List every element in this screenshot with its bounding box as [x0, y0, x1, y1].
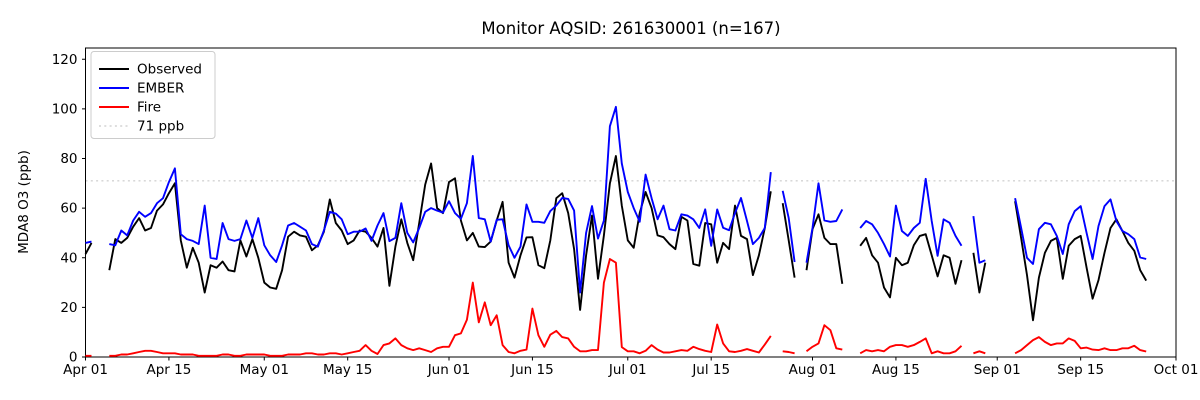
- x-axis-tick-label: Apr 15: [147, 362, 192, 378]
- y-axis-label: MDA8 O3 (ppb): [16, 150, 32, 254]
- y-axis-tick-label: 120: [52, 52, 78, 68]
- chart-title: Monitor AQSID: 261630001 (n=167): [481, 19, 781, 38]
- legend-item-label: 71 ppb: [137, 119, 184, 135]
- y-axis-tick-label: 100: [52, 101, 78, 117]
- x-axis-tick-label: Apr 01: [63, 362, 108, 378]
- x-axis-tick-label: Jun 01: [427, 362, 471, 378]
- y-axis-tick-label: 40: [60, 250, 77, 266]
- fire-line: [85, 258, 1147, 357]
- x-axis-tick-label: Sep 01: [974, 362, 1021, 378]
- y-axis-tick-label: 20: [60, 300, 77, 316]
- y-axis-tick-label: 0: [69, 350, 78, 366]
- x-axis-tick-label: Sep 15: [1057, 362, 1104, 378]
- legend-item-label: Fire: [137, 100, 161, 116]
- x-axis-tick-label: Oct 01: [1154, 362, 1199, 378]
- x-axis-tick-label: Aug 15: [872, 362, 920, 378]
- y-axis-tick-label: 60: [60, 201, 77, 217]
- x-axis-tick-label: Jun 15: [510, 362, 554, 378]
- legend-item-label: EMBER: [137, 81, 184, 97]
- x-axis-tick-label: Jul 15: [691, 362, 730, 378]
- x-axis-tick-label: Jul 01: [608, 362, 647, 378]
- y-axis-tick-label: 80: [60, 151, 77, 167]
- legend-box: [90, 51, 216, 139]
- x-axis-tick-label: May 01: [240, 362, 289, 378]
- legend-item-label: Observed: [137, 62, 202, 78]
- plot-frame: [85, 47, 1177, 358]
- x-axis-tick-label: May 15: [323, 362, 372, 378]
- x-axis-tick-label: Aug 01: [789, 362, 837, 378]
- ember-line: [85, 105, 1147, 294]
